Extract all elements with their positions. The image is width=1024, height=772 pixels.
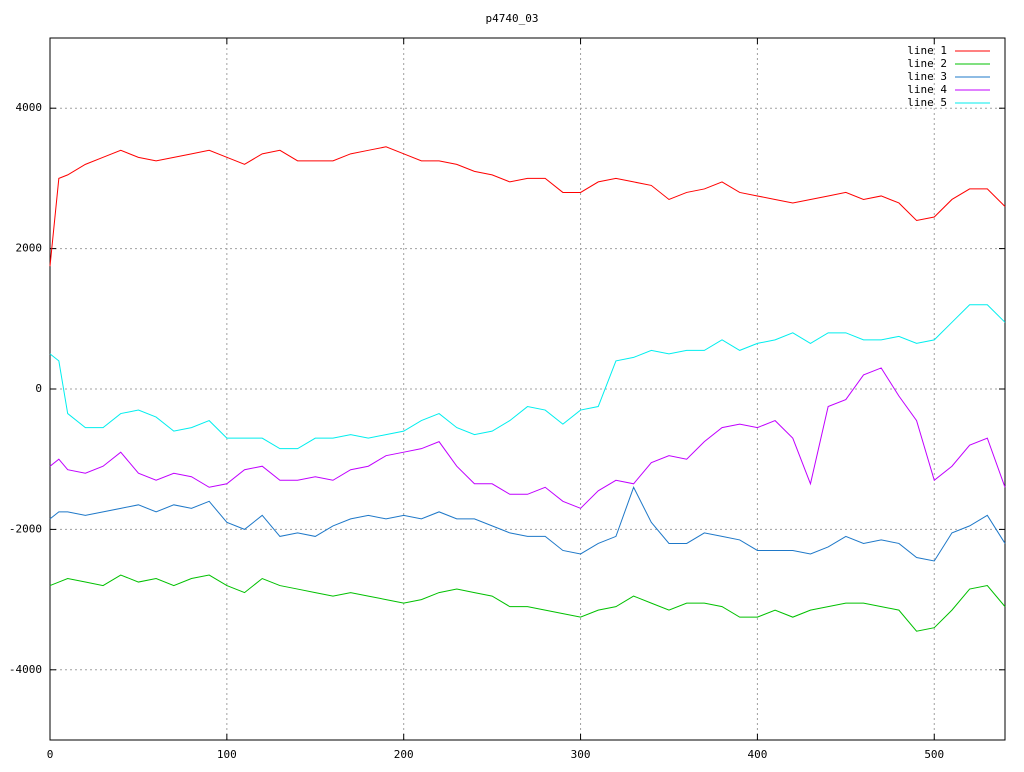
legend-label: line 3 [907, 70, 947, 83]
y-tick-label: -4000 [9, 663, 42, 676]
x-tick-label: 200 [394, 748, 414, 761]
x-tick-label: 100 [217, 748, 237, 761]
legend-label: line 1 [907, 44, 947, 57]
series-line [49, 486, 1006, 562]
legend-label: line 5 [907, 96, 947, 109]
legend-label: line 4 [907, 83, 947, 96]
series-line [49, 146, 1006, 267]
x-tick-label: 0 [47, 748, 54, 761]
x-tick-label: 300 [571, 748, 591, 761]
y-tick-label: 2000 [16, 242, 43, 255]
x-tick-label: 500 [924, 748, 944, 761]
y-tick-label: 4000 [16, 101, 43, 114]
series-line [49, 574, 1006, 632]
legend-label: line 2 [907, 57, 947, 70]
x-tick-label: 400 [747, 748, 767, 761]
plot-border [49, 37, 1006, 741]
chart-title: p4740_03 [486, 12, 539, 25]
y-tick-label: 0 [35, 382, 42, 395]
series-line [49, 304, 1006, 450]
series-line [49, 367, 1006, 509]
y-tick-label: -2000 [9, 522, 42, 535]
